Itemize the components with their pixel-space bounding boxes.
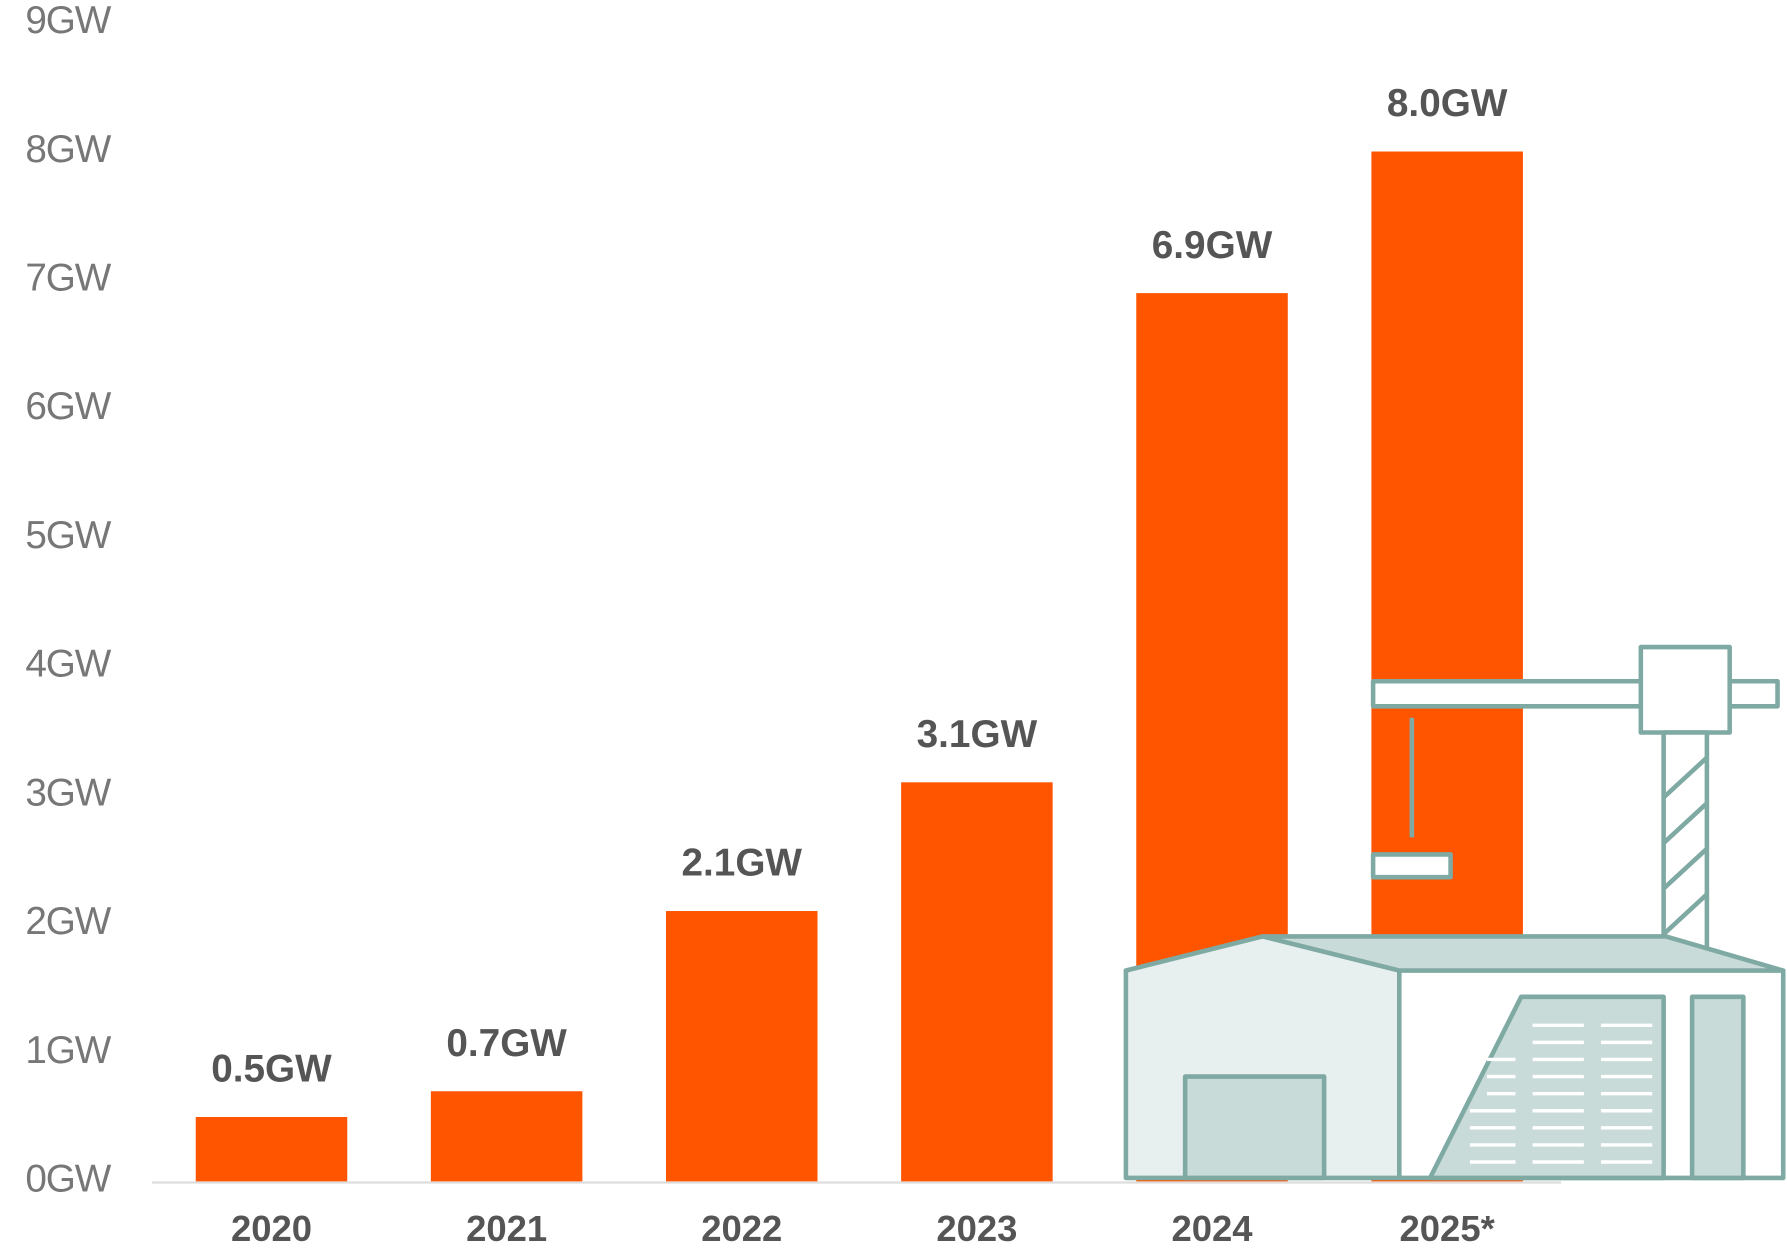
y-tick-label: 9GW (25, 0, 111, 42)
x-tick-label: 2020 (231, 1208, 312, 1249)
bar (430, 1091, 583, 1182)
y-tick-label: 3GW (25, 771, 111, 814)
bar (665, 911, 818, 1182)
x-tick-label: 2023 (936, 1208, 1017, 1249)
side-door (1689, 994, 1746, 1181)
x-tick-label: 2025* (1400, 1208, 1496, 1249)
y-tick-label: 0GW (25, 1158, 111, 1201)
crane-lattice (1662, 755, 1709, 936)
y-tick-label: 6GW (25, 385, 111, 428)
y-tick-label: 2GW (25, 900, 111, 943)
data-center-illustration (1123, 644, 1786, 1181)
crane-cab (1638, 644, 1732, 735)
x-tick-label: 2022 (701, 1208, 782, 1249)
x-tick-label: 2024 (1171, 1208, 1253, 1249)
y-tick-label: 4GW (25, 643, 111, 686)
value-label: 0.5GW (211, 1048, 332, 1091)
value-label: 8.0GW (1387, 82, 1508, 125)
crane-load (1370, 852, 1453, 880)
y-tick-label: 5GW (25, 514, 111, 557)
value-label: 6.9GW (1152, 224, 1273, 267)
value-label: 0.7GW (446, 1022, 567, 1065)
bars: 0GW 1GW 2GW 3GW 4GW 5GW 6GW 7GW 8GW 9GW 0.5GW 0.7GW… (25, 0, 1523, 1201)
bar (901, 782, 1053, 1182)
y-tick-label: 1GW (25, 1029, 111, 1072)
y-tick-label: 7GW (25, 256, 111, 299)
x-tick-label: 2021 (466, 1208, 547, 1249)
value-label: 3.1GW (917, 713, 1038, 756)
value-label: 2.1GW (682, 842, 803, 885)
door (1182, 1074, 1327, 1181)
bar (195, 1117, 348, 1182)
server-racks (1469, 1023, 1653, 1164)
y-tick-label: 8GW (25, 128, 111, 171)
